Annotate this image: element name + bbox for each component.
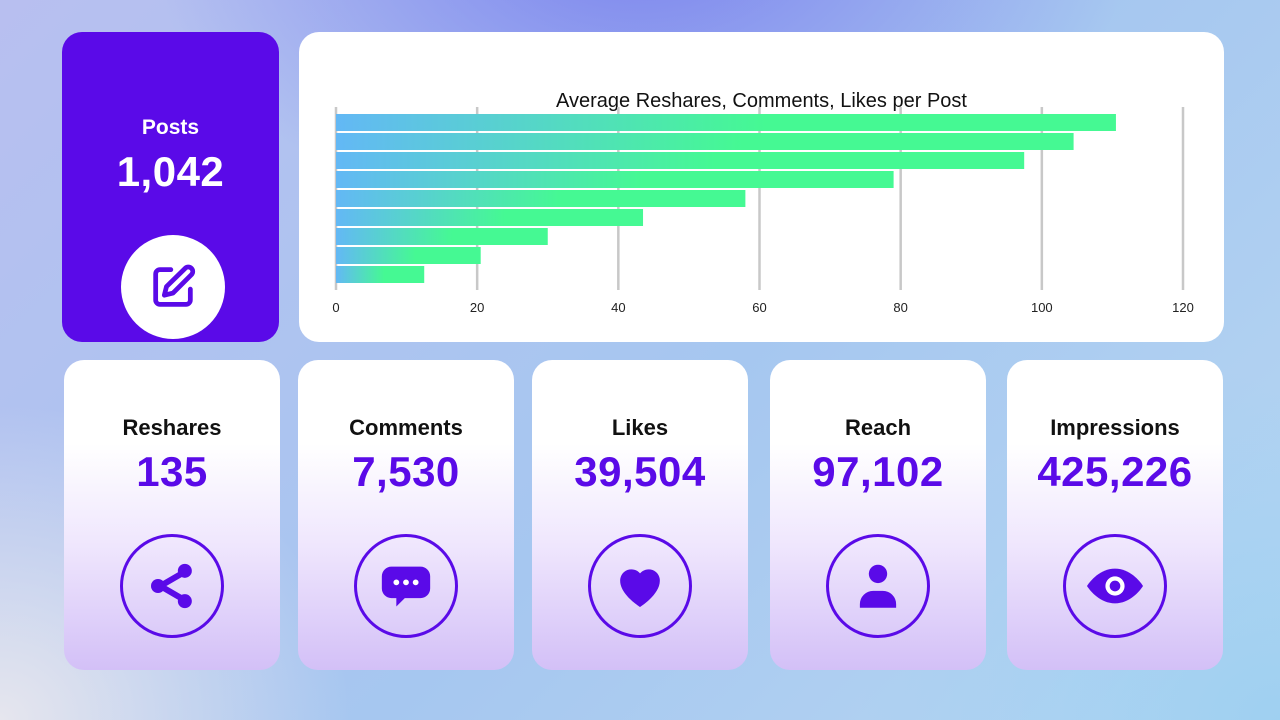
x-tick-label: 80 [893, 300, 907, 315]
metric-value: 7,530 [352, 448, 460, 495]
metric-label: Comments [349, 415, 463, 440]
chart-card: Average Reshares, Comments, Likes per Po… [299, 32, 1224, 342]
bar-chart: 0 20 40 60 80 100 120 [332, 107, 1194, 315]
x-tick-label: 40 [611, 300, 625, 315]
metric-card-reach: Reach 97,102 [770, 360, 986, 670]
posts-label: Posts [141, 116, 200, 139]
metric-card-comments: Comments 7,530 [298, 360, 514, 670]
chart-bar [336, 171, 894, 188]
x-tick-label: 120 [1172, 300, 1194, 315]
chart-bar [336, 190, 746, 207]
metric-value: 39,504 [574, 448, 706, 495]
person-icon-badge [826, 534, 930, 638]
metric-card-impressions: Impressions 425,226 [1007, 360, 1223, 670]
posts-value: 1,042 [116, 148, 225, 195]
chart-bar [336, 114, 1116, 131]
chat-bubble-icon [381, 566, 431, 607]
chart-bar [336, 209, 644, 226]
person-icon [859, 564, 897, 608]
chart-bar [336, 228, 548, 245]
share-icon-badge [120, 534, 224, 638]
metric-label: Reach [844, 415, 912, 440]
metric-value: 97,102 [812, 448, 944, 495]
edit-icon-badge [121, 235, 225, 339]
metric-label: Reshares [122, 415, 222, 440]
x-tick-label: 60 [752, 300, 766, 315]
metric-value: 425,226 [1037, 448, 1193, 495]
heart-icon [620, 569, 660, 607]
eye-icon [1087, 568, 1143, 604]
metric-label: Likes [611, 415, 669, 440]
edit-icon [153, 264, 196, 307]
chart-bar [336, 133, 1074, 150]
x-tick-label: 100 [1031, 300, 1053, 315]
metric-label: Impressions [1050, 415, 1180, 440]
share-icon [151, 563, 192, 609]
chart-title: Average Reshares, Comments, Likes per Po… [556, 90, 967, 112]
eye-icon-badge [1063, 534, 1167, 638]
heart-icon-badge [588, 534, 692, 638]
metric-card-likes: Likes 39,504 [532, 360, 748, 670]
metric-value: 135 [136, 448, 208, 495]
chat-bubble-icon-badge [354, 534, 458, 638]
chart-bar [336, 266, 425, 283]
x-tick-label: 20 [470, 300, 484, 315]
metric-card-reshares: Reshares 135 [64, 360, 280, 670]
posts-card: Posts 1,042 [62, 32, 279, 342]
chart-bar [336, 152, 1025, 169]
x-tick-label: 0 [332, 300, 339, 315]
chart-bar [336, 247, 481, 264]
